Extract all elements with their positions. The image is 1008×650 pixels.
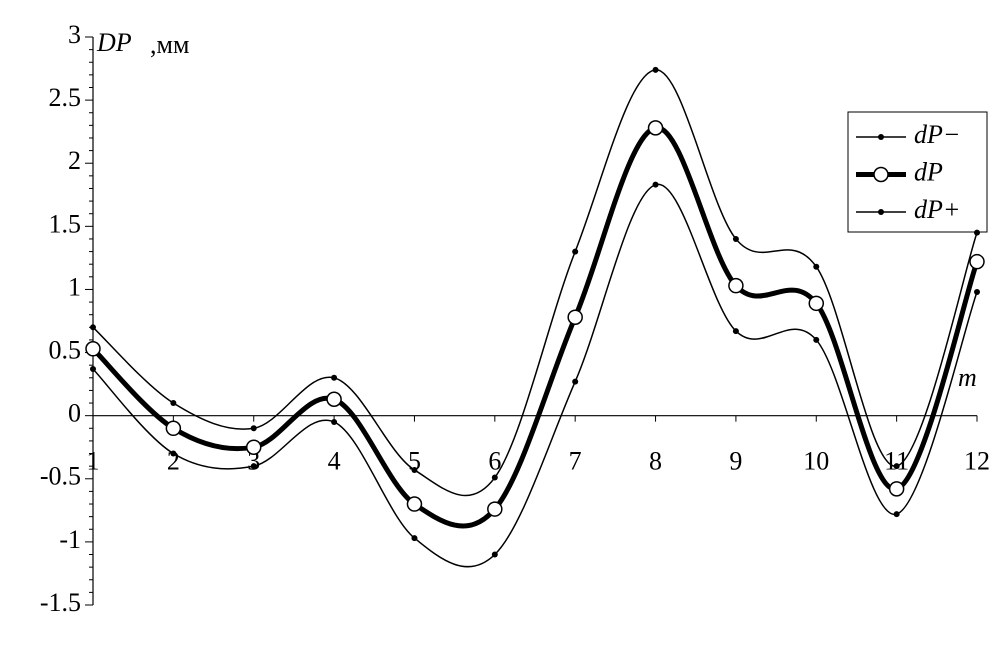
y-tick-label: 0.5 [49,336,82,365]
y-tick-label: 0 [68,399,81,428]
data-point [732,235,739,242]
legend-marker [873,166,889,183]
data-point [647,120,664,136]
data-point [893,511,900,518]
legend-marker [878,134,884,140]
y-tick-label: -1.5 [40,588,81,617]
legend-label: dP [914,157,943,186]
y-tick-label: 2.5 [49,83,82,112]
x-tick-label: 7 [569,447,582,476]
data-point [90,365,96,372]
data-point [487,501,503,517]
y-tick-label: -1 [59,525,81,554]
data-point [90,324,96,331]
data-point [491,551,498,558]
x-tick-label: 4 [328,447,341,476]
data-point [888,481,905,497]
y-tick-label: -0.5 [40,462,81,491]
series-line [91,125,980,529]
data-point [331,374,338,381]
x-tick-label: 10 [803,447,829,476]
data-point [411,466,418,473]
data-point [572,378,579,385]
data-point [893,463,900,470]
y-tick-label: 2 [68,146,81,175]
legend-marker [878,209,884,215]
data-point [411,535,418,542]
y-axis-label: DP [96,28,132,57]
x-tick-label: 2 [167,447,180,476]
y-tick-label: 1.5 [49,209,82,238]
data-point [969,253,985,270]
data-point [728,277,744,294]
data-point [85,341,101,357]
x-tick-label: 9 [729,447,742,476]
data-point [567,309,583,325]
y-tick-label: 3 [68,20,81,49]
legend-label: dP+ [914,195,960,224]
y-axis-unit: ,мм [150,30,189,59]
x-tick-label: 1 [87,447,100,476]
y-tick-label: 1 [68,272,81,301]
data-point [491,474,498,481]
data-point [652,66,659,73]
data-point [170,450,177,457]
x-tick-label: 8 [649,447,662,476]
data-point [732,328,739,335]
data-point [652,181,659,188]
data-point [250,425,257,432]
data-point [974,288,980,295]
data-point [326,391,342,408]
x-tick-label: 11 [884,447,909,476]
x-tick-label: 12 [964,447,990,476]
x-tick-label: 6 [488,447,501,476]
data-point [808,295,825,312]
legend-label: dP− [914,120,960,149]
data-point [331,418,338,425]
data-point [572,248,579,255]
data-point [170,400,177,407]
data-point [165,420,182,437]
data-point [813,263,820,270]
data-point [974,229,980,236]
data-point [813,336,820,343]
data-point [250,463,257,470]
x-axis-label: m [958,363,977,392]
data-point [406,496,423,512]
data-point [245,439,262,455]
